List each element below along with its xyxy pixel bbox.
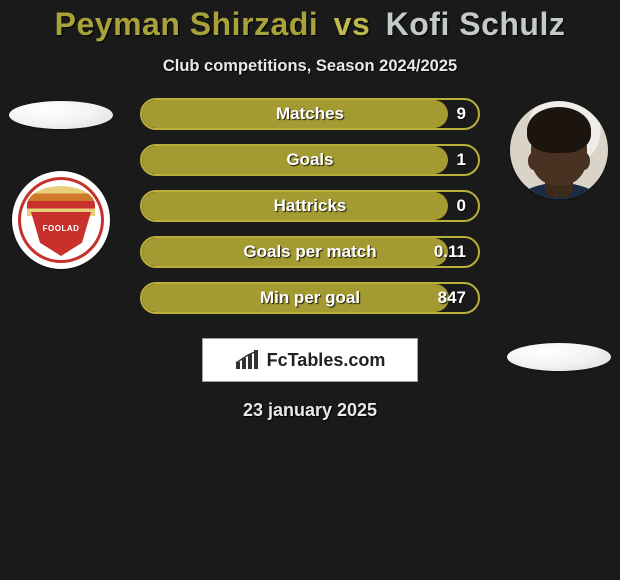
page-title: Peyman Shirzadi vs Kofi Schulz [0, 6, 620, 43]
stat-value-right: 0 [457, 196, 466, 216]
crest-text: FOOLAD [43, 224, 80, 233]
brand-text: FcTables.com [267, 350, 386, 371]
stat-value-right: 1 [457, 150, 466, 170]
title-player1: Peyman Shirzadi [55, 6, 319, 42]
left-column: FOOLAD [6, 98, 116, 269]
subtitle: Club competitions, Season 2024/2025 [0, 57, 620, 76]
stat-label: Min per goal [260, 288, 360, 308]
player-headshot-icon [510, 101, 608, 199]
title-vs: vs [328, 6, 377, 42]
stat-bar-hattricks: Hattricks 0 [140, 190, 480, 222]
date-line: 23 january 2025 [0, 400, 620, 421]
player2-placeholder-ellipse [507, 343, 611, 371]
title-player2: Kofi Schulz [386, 6, 566, 42]
stat-value-right: 9 [457, 104, 466, 124]
stats-arena: FOOLAD Matches 9 [0, 98, 620, 421]
foolad-crest-icon: FOOLAD [12, 171, 110, 269]
stat-bar-matches: Matches 9 [140, 98, 480, 130]
brand-watermark: FcTables.com [202, 338, 418, 382]
stat-bar-min-per-goal: Min per goal 847 [140, 282, 480, 314]
bar-chart-icon [235, 350, 261, 370]
player1-club-crest: FOOLAD [12, 171, 110, 269]
comparison-card: Peyman Shirzadi vs Kofi Schulz Club comp… [0, 0, 620, 421]
stat-label: Goals per match [243, 242, 376, 262]
stat-bars: Matches 9 Goals 1 Hattricks 0 Goals per … [140, 98, 480, 314]
stat-label: Hattricks [274, 196, 347, 216]
stat-value-right: 0.11 [434, 242, 466, 262]
stat-bar-goals: Goals 1 [140, 144, 480, 176]
stat-value-right: 847 [438, 288, 466, 308]
stat-bar-goals-per-match: Goals per match 0.11 [140, 236, 480, 268]
stat-label: Goals [286, 150, 333, 170]
stat-label: Matches [276, 104, 344, 124]
right-column [504, 98, 614, 371]
player2-avatar [510, 101, 608, 199]
player1-placeholder-ellipse [9, 101, 113, 129]
